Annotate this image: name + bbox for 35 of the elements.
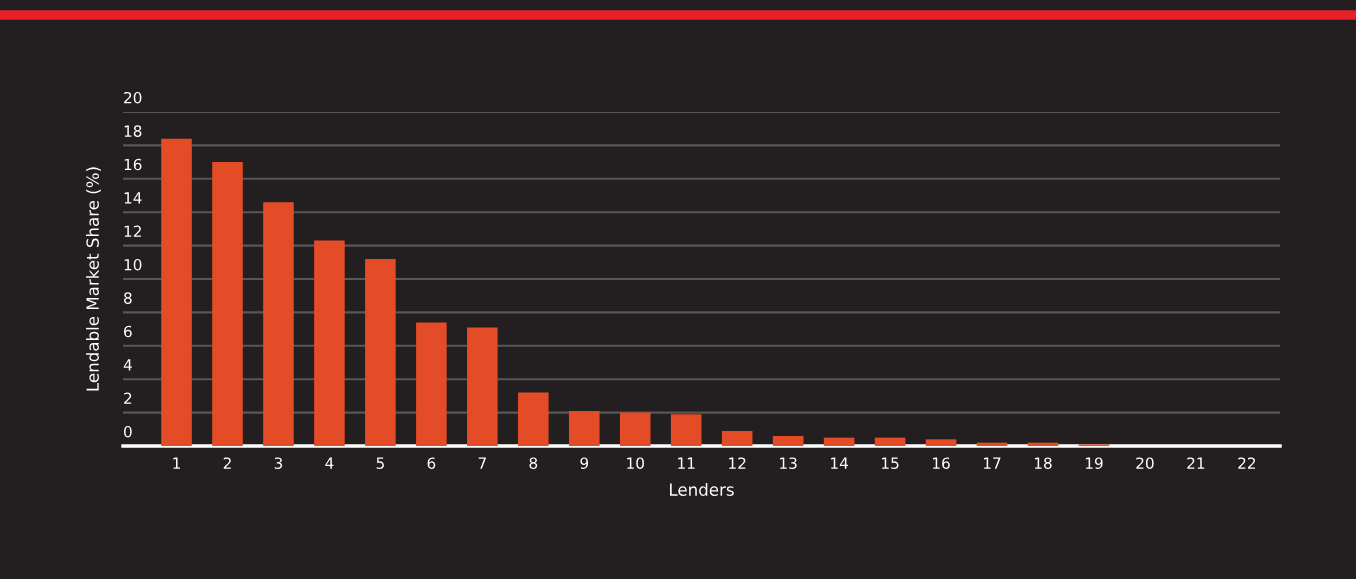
- x-tick-label: 22: [1238, 457, 1256, 469]
- x-tick-label: 10: [627, 457, 644, 469]
- y-tick-label: 14: [124, 192, 142, 204]
- x-tick-label: 3: [274, 457, 283, 469]
- x-tick-label: 11: [678, 457, 695, 469]
- x-tick-label: 8: [529, 457, 538, 469]
- y-tick-label: 12: [124, 225, 141, 237]
- x-tick-label: 16: [933, 457, 950, 469]
- y-tick-label: 2: [124, 392, 132, 404]
- x-tick-label: 19: [1085, 457, 1103, 469]
- x-tick-label: 18: [1034, 457, 1052, 469]
- y-tick-label: 20: [124, 91, 142, 104]
- y-tick-label: 8: [124, 292, 132, 304]
- x-tick-label: 13: [780, 457, 797, 469]
- x-tick-label: 21: [1187, 457, 1205, 469]
- x-tick-label: 1: [173, 457, 180, 469]
- x-tick-label: 20: [1136, 457, 1154, 469]
- y-tick-label: 10: [124, 258, 142, 271]
- x-tick-label: 7: [478, 457, 486, 469]
- x-tick-label: 5: [376, 457, 384, 469]
- y-tick-label: 16: [124, 158, 142, 171]
- y-tick-label: 4: [123, 359, 132, 371]
- x-tick-label: 9: [580, 457, 589, 469]
- y-tick-label: 18: [124, 125, 142, 137]
- y-axis-title: Lendable Market Share (%): [86, 167, 101, 391]
- x-tick-label: 2: [223, 457, 231, 469]
- x-tick-label: 4: [325, 457, 334, 469]
- y-tick-label: 0: [124, 425, 132, 438]
- x-axis-title: Lenders: [670, 483, 734, 496]
- x-tick-label: 14: [831, 457, 848, 469]
- y-tick-label: 6: [124, 325, 132, 338]
- x-tick-label: 15: [882, 457, 899, 469]
- x-tick-label: 17: [983, 457, 1001, 469]
- x-tick-label: 12: [729, 457, 746, 469]
- x-tick-label: 6: [427, 457, 436, 469]
